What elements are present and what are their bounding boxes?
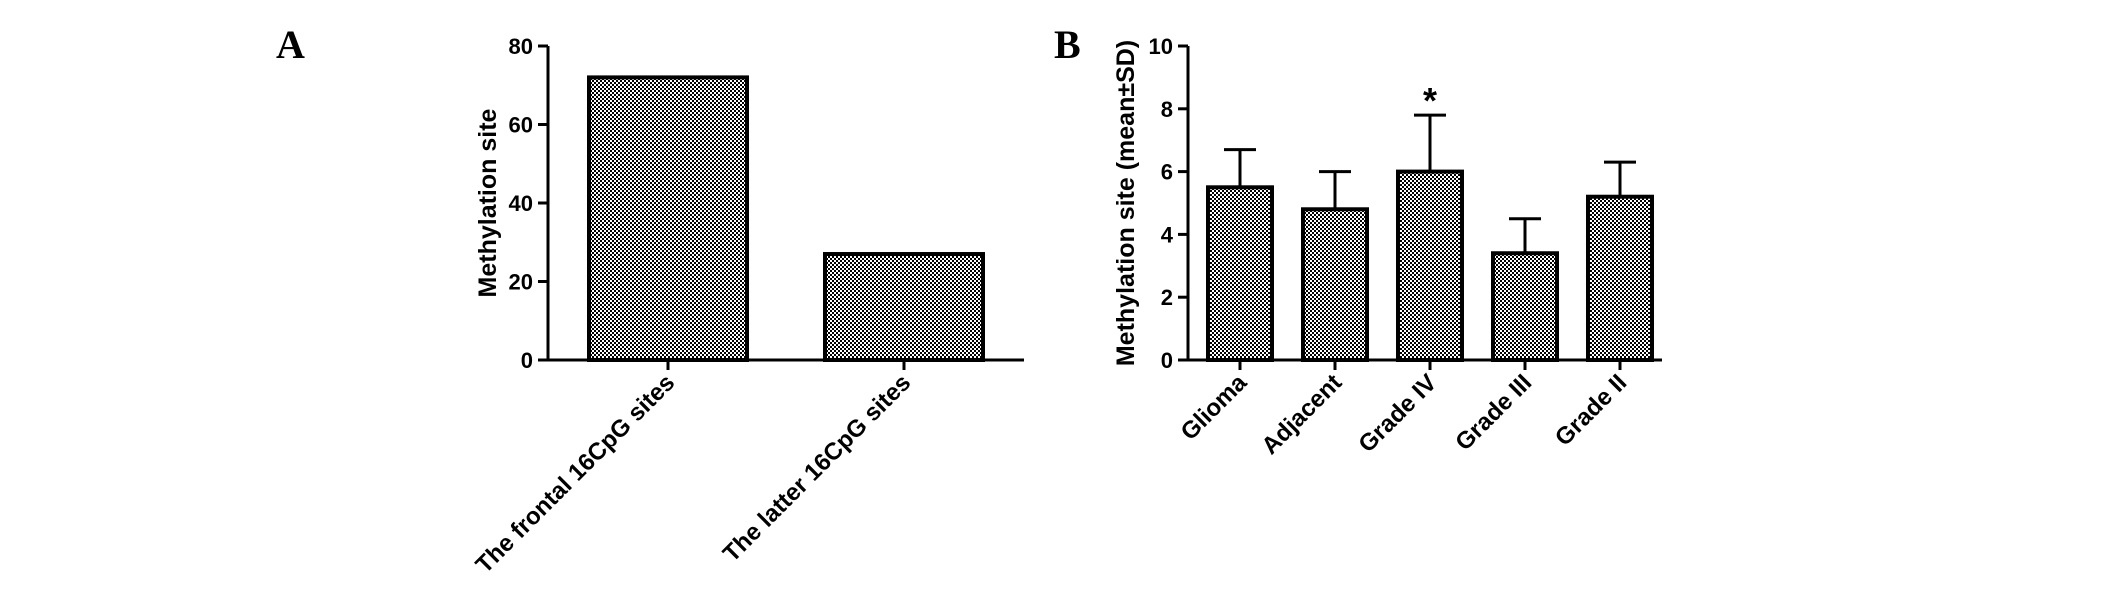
y-tick-label: 8 (1161, 97, 1173, 122)
x-category-label: The frontal 16CpG sites (471, 369, 681, 579)
significance-marker: * (1423, 80, 1437, 121)
y-tick-label: 0 (1161, 348, 1173, 373)
y-tick-label: 10 (1149, 34, 1173, 59)
y-tick-label: 40 (509, 191, 533, 216)
panel-b-letter: B (1054, 22, 1081, 67)
x-category-label: The latter 16CpG sites (718, 369, 916, 567)
y-axis-title: Methylation site (mean±SD) (1112, 40, 1140, 366)
x-category-label: Adjacent (1256, 369, 1347, 460)
x-category-label: Glioma (1176, 369, 1253, 446)
y-tick-label: 80 (509, 34, 533, 59)
bar (587, 75, 749, 363)
chart-b: 0 2 4 6 8 10 Methylation site (mean±SD) Glioma A… (1112, 34, 1662, 460)
y-tick-label: 6 (1161, 160, 1173, 185)
bar (1396, 169, 1464, 362)
chart-a: 0 20 40 60 80 Methylation site The frontal 16C… (471, 34, 1024, 579)
bar (1301, 207, 1369, 362)
y-axis-title: Methylation site (474, 108, 502, 297)
bar (823, 252, 985, 362)
bar (1206, 185, 1274, 362)
panel-a-letter: A (276, 22, 305, 67)
y-tick-label: 2 (1161, 285, 1173, 310)
x-category-label: Grade II (1550, 369, 1632, 451)
y-tick-label: 60 (509, 113, 533, 138)
x-category-label: Grade IV (1353, 369, 1442, 458)
bar (1491, 251, 1559, 363)
y-tick-label: 4 (1161, 222, 1174, 247)
bar (1586, 194, 1654, 362)
y-tick-label: 0 (521, 348, 533, 373)
y-tick-label: 20 (509, 270, 533, 295)
x-category-label: Grade III (1450, 369, 1537, 456)
